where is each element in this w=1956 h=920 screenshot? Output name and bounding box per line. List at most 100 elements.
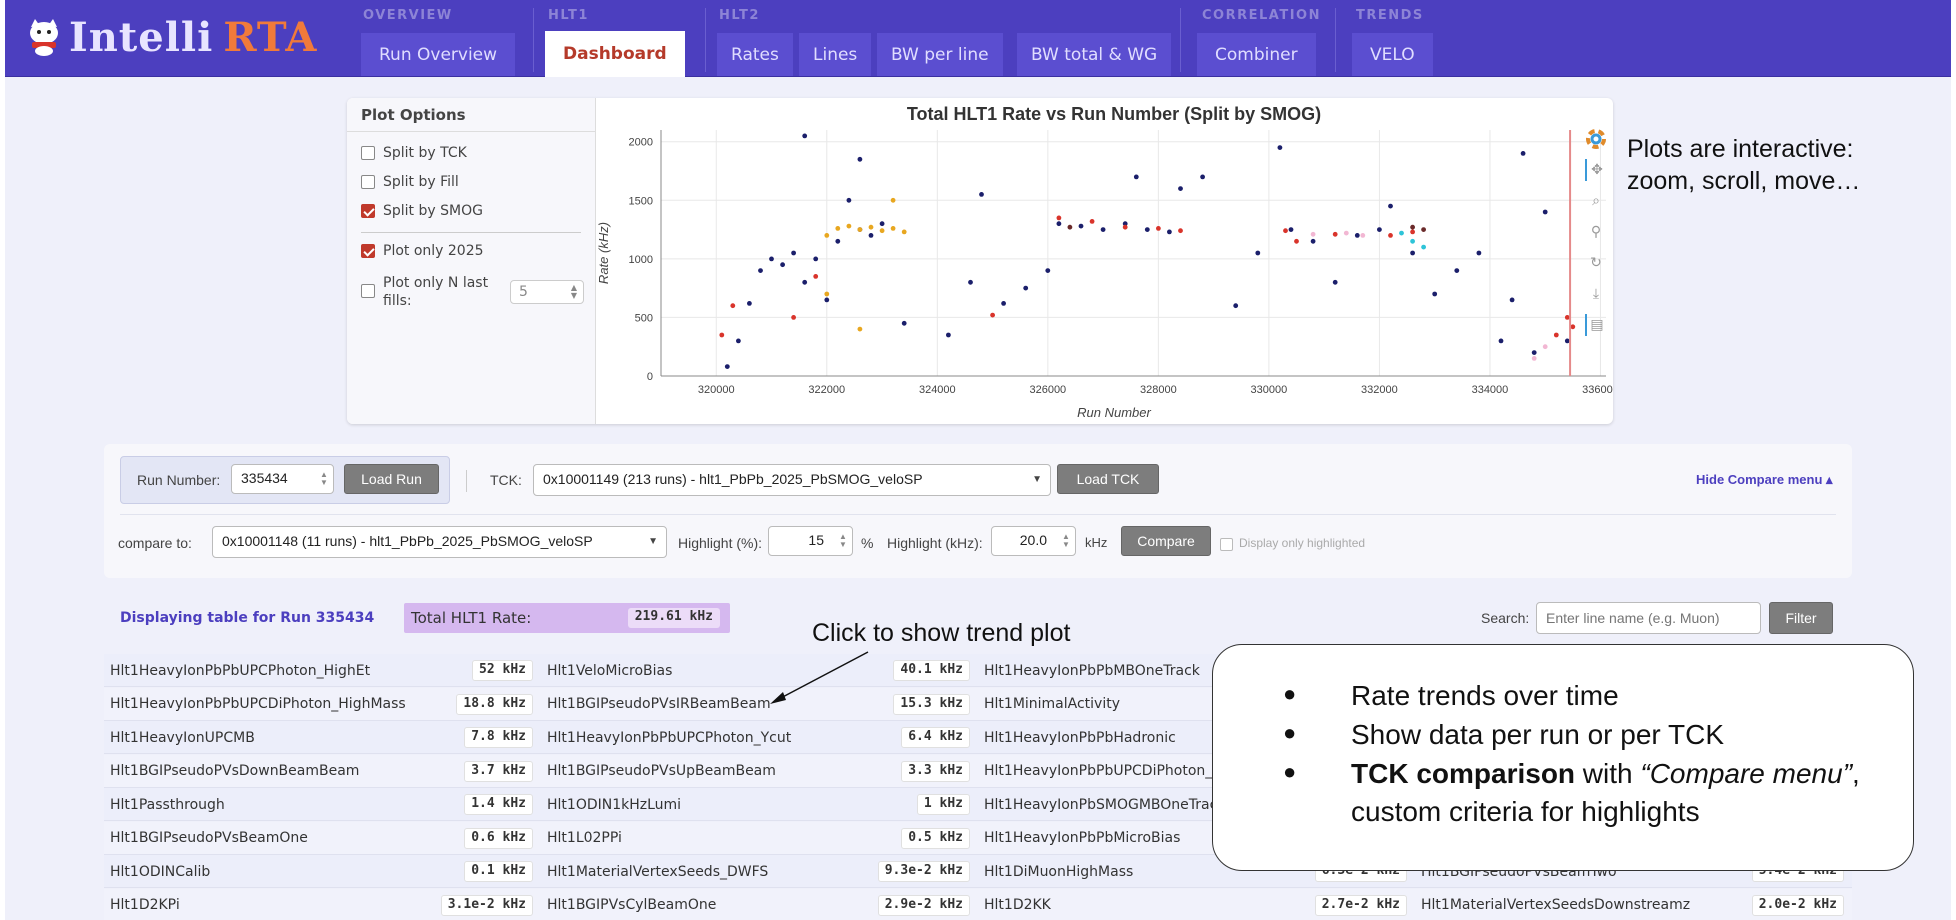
line-name[interactable]: Hlt1HeavyIonPbPbMicroBias (984, 830, 1181, 846)
line-name[interactable]: Hlt1D2KPi (110, 897, 180, 913)
data-point[interactable] (868, 233, 874, 238)
n-fills-input[interactable]: 5 ▲ ▼ (510, 280, 584, 304)
data-point[interactable] (736, 338, 741, 344)
data-point[interactable] (1178, 228, 1183, 234)
line-name[interactable]: Hlt1HeavyIonPbSMOGMBOneTrack (984, 796, 1226, 813)
app-logo[interactable]: Intelli RTA (27, 12, 317, 62)
line-name[interactable]: Hlt1BGIPseudoPVsDownBeamBeam (110, 763, 360, 779)
data-point[interactable] (1023, 285, 1029, 291)
tck-select[interactable]: 0x10001149 (213 runs) - hlt1_PbPb_2025_P… (533, 464, 1051, 496)
box-zoom-icon[interactable]: ⌕ (1592, 193, 1600, 209)
run-number-input[interactable]: 335434 ▲ ▼ (231, 464, 334, 494)
data-point[interactable] (791, 315, 796, 320)
data-point[interactable] (857, 156, 863, 162)
line-name[interactable]: Hlt1D2KK (984, 897, 1051, 913)
data-point[interactable] (1067, 224, 1073, 230)
line-name[interactable]: Hlt1HeavyIonPbPbUPCPhoton_Ycut (547, 729, 792, 746)
data-point[interactable] (968, 279, 973, 285)
data-point[interactable] (1056, 215, 1062, 221)
rate-scatter-plot[interactable]: Total HLT1 Rate vs Run Number (Split by … (596, 98, 1613, 424)
option-only-2025[interactable]: Plot only 2025 (361, 242, 484, 260)
option-split-smog[interactable]: Split by SMOG (361, 202, 483, 220)
data-point[interactable] (802, 133, 808, 139)
data-point[interactable] (1310, 231, 1316, 237)
data-point[interactable] (1531, 356, 1537, 361)
line-name[interactable]: Hlt1BGIPVsCylBeamOne (547, 897, 717, 913)
data-point[interactable] (1564, 315, 1570, 320)
data-point[interactable] (1255, 250, 1261, 256)
checkbox-only-n-fills[interactable] (361, 284, 375, 298)
data-point[interactable] (857, 227, 863, 233)
chart-points[interactable] (719, 133, 1576, 370)
load-run-button[interactable]: Load Run (344, 464, 439, 494)
line-name[interactable]: Hlt1Passthrough (110, 796, 225, 813)
option-split-tck[interactable]: Split by TCK (361, 144, 467, 162)
data-point[interactable] (1564, 338, 1570, 344)
line-name[interactable]: Hlt1ODINCalib (110, 863, 211, 880)
data-point[interactable] (1531, 350, 1537, 355)
tab-lines[interactable]: Lines (799, 33, 872, 76)
save-icon[interactable]: ⤓ (1592, 286, 1600, 302)
line-name[interactable]: Hlt1L02PPi (547, 830, 622, 846)
reset-icon[interactable]: ↻ (1590, 255, 1602, 271)
data-point[interactable] (1476, 250, 1482, 256)
load-tck-button[interactable]: Load TCK (1057, 464, 1159, 494)
spinner-icon[interactable]: ▲ ▼ (1062, 532, 1070, 549)
data-point[interactable] (1122, 221, 1128, 227)
data-point[interactable] (1122, 224, 1128, 230)
tab-rates[interactable]: Rates (717, 33, 793, 76)
data-point[interactable] (824, 291, 830, 297)
line-name[interactable]: Hlt1MinimalActivity (984, 696, 1121, 712)
data-point[interactable] (813, 274, 819, 279)
display-only-highlighted-checkbox[interactable] (1220, 538, 1233, 551)
data-point[interactable] (1553, 332, 1559, 338)
line-name[interactable]: Hlt1ODIN1kHzLumi (547, 796, 682, 813)
data-point[interactable] (868, 224, 874, 230)
highlight-khz-input[interactable]: 20.0 ▲ ▼ (991, 526, 1076, 556)
data-point[interactable] (1542, 209, 1548, 215)
pan-tool-icon[interactable]: ✥ (1585, 159, 1607, 181)
data-point[interactable] (1432, 291, 1438, 297)
data-point[interactable] (813, 256, 819, 262)
line-name[interactable]: Hlt1HeavyIonUPCMB (110, 729, 255, 746)
data-point[interactable] (1454, 268, 1460, 273)
data-point[interactable] (780, 262, 785, 268)
line-name[interactable]: Hlt1MaterialVertexSeeds_DWFS (547, 863, 769, 880)
data-point[interactable] (1570, 324, 1576, 330)
data-point[interactable] (1288, 227, 1294, 233)
data-point[interactable] (901, 320, 907, 326)
data-point[interactable] (1332, 279, 1338, 285)
data-point[interactable] (1360, 233, 1366, 238)
data-point[interactable] (979, 192, 984, 197)
data-point[interactable] (1294, 238, 1299, 244)
data-point[interactable] (1377, 227, 1382, 233)
option-only-n-fills[interactable]: Plot only N last fills: (361, 274, 501, 310)
data-point[interactable] (879, 221, 885, 227)
data-point[interactable] (1388, 203, 1393, 209)
data-point[interactable] (1332, 231, 1338, 237)
line-name[interactable]: Hlt1VeloMicroBias (547, 662, 673, 679)
data-point[interactable] (1542, 344, 1548, 350)
data-point[interactable] (1410, 229, 1415, 235)
data-point[interactable] (1056, 221, 1062, 227)
checkbox-split-tck[interactable] (361, 146, 375, 160)
data-point[interactable] (1156, 226, 1161, 231)
data-point[interactable] (1144, 227, 1150, 233)
tab-bw-per-line[interactable]: BW per line (877, 33, 1003, 76)
data-point[interactable] (769, 256, 774, 262)
highlight-pct-input[interactable]: 15 ▲ ▼ (768, 526, 853, 556)
line-name[interactable]: Hlt1DiMuonHighMass (984, 863, 1134, 880)
line-name[interactable]: Hlt1HeavyIonPbPbUPCDiPhoton_L (984, 763, 1221, 779)
checkbox-only-2025[interactable] (361, 244, 375, 258)
data-point[interactable] (1178, 186, 1183, 191)
line-name[interactable]: Hlt1BGIPseudoPVsIRBeamBeam (547, 696, 771, 712)
spinner-icon[interactable]: ▲ ▼ (320, 470, 328, 487)
compare-button[interactable]: Compare (1121, 526, 1211, 556)
data-point[interactable] (1167, 229, 1172, 235)
tab-run-overview[interactable]: Run Overview (361, 33, 516, 76)
data-point[interactable] (1399, 230, 1404, 236)
data-point[interactable] (1100, 227, 1106, 233)
checkbox-split-smog[interactable] (361, 204, 375, 218)
line-name[interactable]: Hlt1BGIPseudoPVsUpBeamBeam (547, 763, 776, 779)
data-point[interactable] (1283, 228, 1288, 234)
